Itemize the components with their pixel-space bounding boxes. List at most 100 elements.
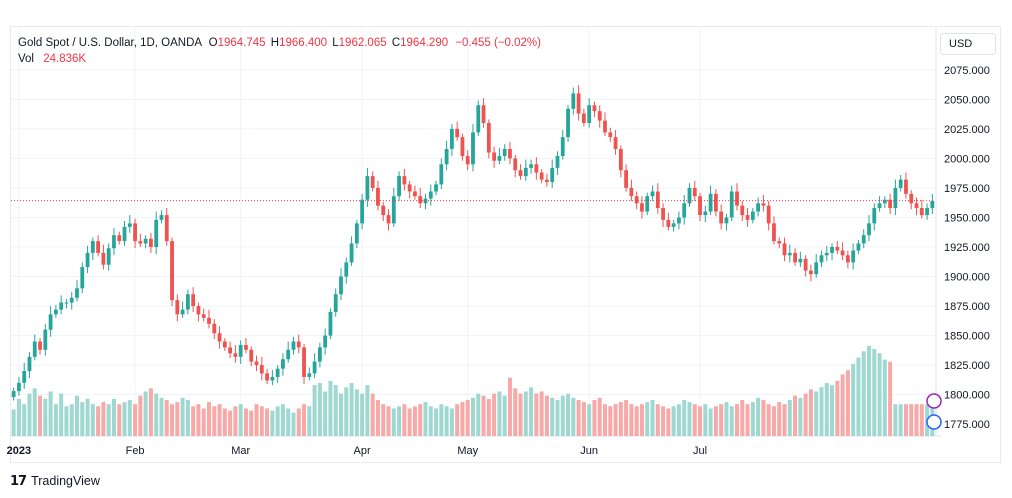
volume-bar bbox=[898, 404, 903, 436]
candle-body bbox=[687, 187, 692, 204]
candle-body bbox=[592, 105, 597, 112]
volume-bar bbox=[724, 402, 729, 436]
candle-body bbox=[69, 297, 74, 303]
candle-body bbox=[117, 235, 122, 242]
y-tick-label: 1850.000 bbox=[944, 331, 990, 343]
volume-bar bbox=[861, 351, 866, 436]
volume-bar bbox=[814, 391, 819, 436]
volume-bar bbox=[592, 399, 597, 436]
volume-bar bbox=[360, 393, 365, 436]
volume-bar bbox=[90, 404, 95, 436]
volume-bar bbox=[312, 385, 317, 436]
volume-bar bbox=[587, 404, 592, 436]
volume-bar bbox=[581, 402, 586, 436]
candle-body bbox=[365, 176, 370, 200]
candle-body bbox=[465, 156, 470, 165]
candle-body bbox=[761, 203, 766, 206]
volume-bar bbox=[734, 404, 740, 436]
candle-body bbox=[175, 300, 180, 315]
volume-bar bbox=[80, 402, 85, 436]
candle-body bbox=[397, 176, 401, 197]
volume-bar bbox=[164, 399, 169, 436]
candle-body bbox=[750, 211, 755, 220]
candle-body bbox=[212, 323, 217, 334]
candle-body bbox=[613, 137, 618, 149]
volume-bar bbox=[708, 408, 713, 436]
volume-bar bbox=[771, 406, 776, 436]
tradingview-brand[interactable]: 𝟭𝟳 TradingView bbox=[10, 473, 100, 489]
volume-label[interactable]: Vol bbox=[18, 53, 34, 65]
candle-body bbox=[138, 241, 143, 244]
volume-bar bbox=[750, 402, 755, 436]
earnings-marker-icon bbox=[926, 414, 942, 430]
volume-bar bbox=[412, 406, 417, 436]
volume-bar bbox=[629, 404, 634, 436]
volume-bar bbox=[302, 404, 307, 436]
candle-body bbox=[756, 203, 761, 212]
volume-bar bbox=[909, 404, 914, 436]
volume-bar bbox=[539, 391, 544, 436]
candle-body bbox=[106, 248, 111, 265]
volume-bar bbox=[729, 406, 734, 436]
candle-body bbox=[323, 335, 328, 348]
volume-bar bbox=[265, 408, 270, 436]
volume-bar bbox=[555, 399, 560, 436]
volume-bar bbox=[888, 361, 893, 436]
x-tick-label: Jul bbox=[693, 445, 707, 457]
candle-body bbox=[270, 376, 275, 381]
candle-body bbox=[576, 93, 581, 114]
candle-body bbox=[882, 199, 887, 204]
candle-body bbox=[909, 193, 914, 204]
volume-bar bbox=[434, 408, 439, 436]
candle-body bbox=[164, 215, 169, 242]
volume-bar bbox=[349, 383, 354, 436]
volume-bar bbox=[703, 404, 708, 436]
candle-body bbox=[566, 108, 570, 138]
candle-body bbox=[439, 164, 444, 185]
volume-bar bbox=[386, 406, 391, 436]
candle-body bbox=[745, 215, 750, 220]
candle-body bbox=[222, 341, 227, 348]
candle-body bbox=[608, 132, 613, 138]
candle-body bbox=[32, 341, 37, 357]
volume-bar bbox=[333, 385, 338, 436]
candle-body bbox=[798, 258, 803, 263]
candle-body bbox=[845, 255, 850, 263]
volume-bar bbox=[74, 395, 80, 436]
candle-body bbox=[344, 262, 349, 277]
volume-bar bbox=[803, 393, 808, 436]
volume-bar bbox=[618, 402, 623, 436]
candle-body bbox=[587, 105, 592, 123]
volume-bar bbox=[518, 393, 523, 436]
volume-bar bbox=[338, 393, 344, 436]
candle-body bbox=[180, 309, 185, 315]
volume-bar bbox=[138, 395, 143, 436]
open-value: 1964.745 bbox=[217, 37, 266, 49]
volume-bar bbox=[497, 391, 502, 436]
candle-body bbox=[772, 223, 776, 242]
candle-body bbox=[476, 105, 481, 133]
volume-bar bbox=[824, 383, 829, 436]
volume-bar bbox=[280, 404, 285, 436]
symbol-title[interactable]: Gold Spot / U.S. Dollar, 1D, OANDA bbox=[18, 37, 202, 49]
x-tick-label: 2023 bbox=[7, 445, 31, 457]
candle-body bbox=[265, 373, 269, 381]
candle-body bbox=[671, 223, 676, 227]
y-tick-label: 2025.000 bbox=[944, 124, 990, 136]
currency-selector[interactable]: USD bbox=[940, 33, 996, 55]
volume-bar bbox=[682, 399, 687, 436]
volume-bar bbox=[317, 383, 322, 436]
candle-body bbox=[650, 191, 655, 197]
candle-body bbox=[17, 382, 21, 392]
high-value: 1966.400 bbox=[279, 37, 328, 49]
candle-body bbox=[228, 347, 233, 354]
volume-value: 24.836K bbox=[43, 53, 87, 65]
candle-body bbox=[698, 196, 702, 216]
volume-bar bbox=[444, 406, 449, 436]
candle-body bbox=[407, 184, 412, 192]
candle-body bbox=[11, 391, 16, 398]
volume-bar bbox=[365, 385, 370, 436]
volume-bar bbox=[148, 388, 153, 436]
volume-bar bbox=[191, 406, 196, 436]
